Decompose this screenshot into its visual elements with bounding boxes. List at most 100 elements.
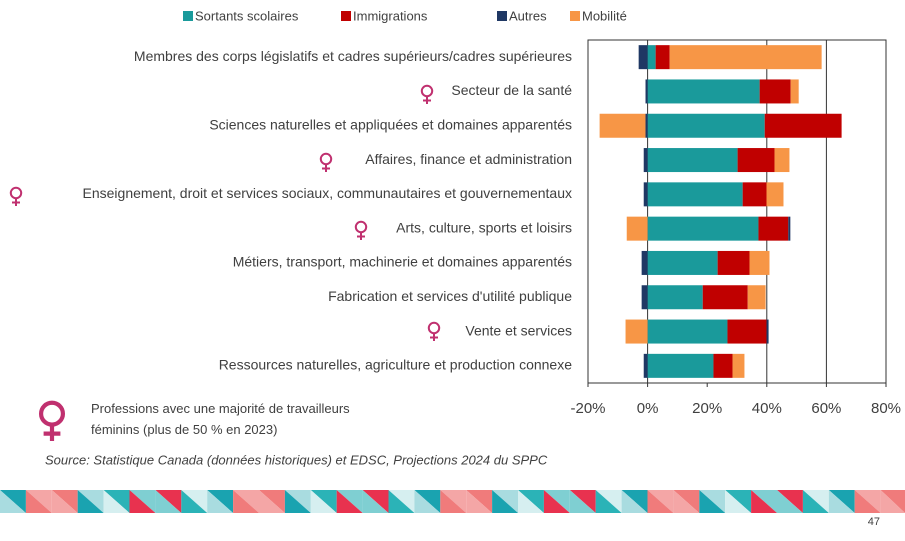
decor-stripe <box>310 490 337 513</box>
y-tick-label: Vente et services <box>465 322 572 338</box>
decor-stripe <box>854 490 881 513</box>
bar-segment <box>645 113 648 138</box>
bar-segment <box>643 148 648 173</box>
legend-label: Sortants scolaires <box>195 8 299 23</box>
y-tick-label: Arts, culture, sports et loisirs <box>396 219 572 235</box>
plot-frame <box>587 39 887 384</box>
bar-segment <box>702 285 748 310</box>
decor-stripe <box>362 490 389 513</box>
bar-segment <box>788 216 791 241</box>
decor-stripe <box>284 490 311 513</box>
bar-segment <box>625 319 648 344</box>
female-icon <box>319 152 333 173</box>
bar-segment <box>669 45 822 70</box>
decor-stripe <box>414 490 441 513</box>
decor-stripe <box>725 490 752 513</box>
bar-segment <box>727 319 767 344</box>
decor-stripe <box>802 490 829 513</box>
bar-segment <box>645 79 648 104</box>
bar-segment <box>737 148 775 173</box>
decor-stripe <box>595 490 622 513</box>
bar-segment <box>713 353 733 378</box>
female-icon <box>9 186 23 207</box>
decor-stripe <box>673 490 700 513</box>
bar-segment <box>764 113 842 138</box>
decor-stripe <box>673 490 700 513</box>
bar-segment <box>742 182 767 207</box>
bar-segment <box>647 45 656 70</box>
decor-stripe <box>129 490 156 513</box>
decor-stripe <box>543 490 570 513</box>
y-tick-label: Affaires, finance et administration <box>365 151 572 167</box>
decor-stripe <box>828 490 855 513</box>
decor-stripe <box>699 490 726 513</box>
female-icon <box>427 321 441 342</box>
decor-stripe <box>155 490 182 513</box>
bar-segment <box>647 250 718 275</box>
y-tick-label: Fabrication et services d'utilité publiq… <box>328 288 572 304</box>
decor-stripe <box>751 490 777 513</box>
bar-segment <box>647 79 760 104</box>
bar-segment <box>647 182 743 207</box>
decor-stripe <box>802 490 829 513</box>
bar-segment <box>758 216 789 241</box>
decor-stripe <box>103 490 130 513</box>
decor-stripe <box>77 490 104 513</box>
decor-stripe <box>492 490 518 513</box>
x-tick-label: -20% <box>570 400 605 417</box>
decor-stripe <box>155 490 182 513</box>
decor-stripe <box>880 490 905 513</box>
decor-stripe <box>388 490 415 513</box>
decor-stripe <box>103 490 130 513</box>
female-icon <box>420 84 434 105</box>
decor-stripe <box>51 490 78 513</box>
x-tick-label: 20% <box>692 400 722 417</box>
bar-segment <box>638 45 648 70</box>
decor-stripe <box>336 490 363 513</box>
decor-stripe <box>518 490 544 513</box>
decor-stripe <box>414 490 441 513</box>
decor-stripe <box>25 490 52 513</box>
legend-swatch <box>341 11 351 21</box>
decor-stripe <box>595 490 622 513</box>
bar-segment <box>655 45 670 70</box>
note: Professions avec une majorité de travail… <box>91 401 350 437</box>
bar-segment <box>790 79 799 104</box>
x-tick-label: 0% <box>637 400 659 417</box>
bar-segment <box>647 353 714 378</box>
bar-segment <box>774 148 790 173</box>
source: Source: Statistique Canada (données hist… <box>45 452 548 467</box>
decor-stripe <box>259 490 285 513</box>
y-tick-label: Ressources naturelles, agriculture et pr… <box>219 357 573 373</box>
decor-stripe <box>77 490 104 513</box>
decor-stripe <box>647 490 674 513</box>
bar-segment <box>766 319 769 344</box>
decor-stripe <box>466 490 493 513</box>
y-tick-label: Secteur de la santé <box>451 82 572 98</box>
x-tick-label: 80% <box>871 400 901 417</box>
female-icon-large <box>41 403 63 441</box>
bar-segment <box>643 182 648 207</box>
decor-stripe <box>51 490 78 513</box>
decor-stripe <box>207 490 234 513</box>
bar-segment <box>647 319 728 344</box>
decor-stripe <box>854 490 881 513</box>
bar-segment <box>647 285 703 310</box>
bar-segment <box>749 250 770 275</box>
legend-label: Autres <box>509 8 547 23</box>
bar-segment <box>647 113 765 138</box>
decor-stripe <box>362 490 389 513</box>
decor-stripe <box>233 490 259 513</box>
decor-stripe <box>181 490 208 513</box>
page-number: 47 <box>868 516 880 528</box>
bar-segment <box>647 216 759 241</box>
bar-segment <box>641 250 648 275</box>
bar-segment <box>732 353 745 378</box>
y-tick-label: Métiers, transport, machinerie et domain… <box>233 254 572 270</box>
decor-stripe <box>284 490 311 513</box>
legend-swatch <box>570 11 580 21</box>
decor-stripe <box>0 490 26 513</box>
bar-segment <box>759 79 791 104</box>
decor-stripe <box>388 490 415 513</box>
